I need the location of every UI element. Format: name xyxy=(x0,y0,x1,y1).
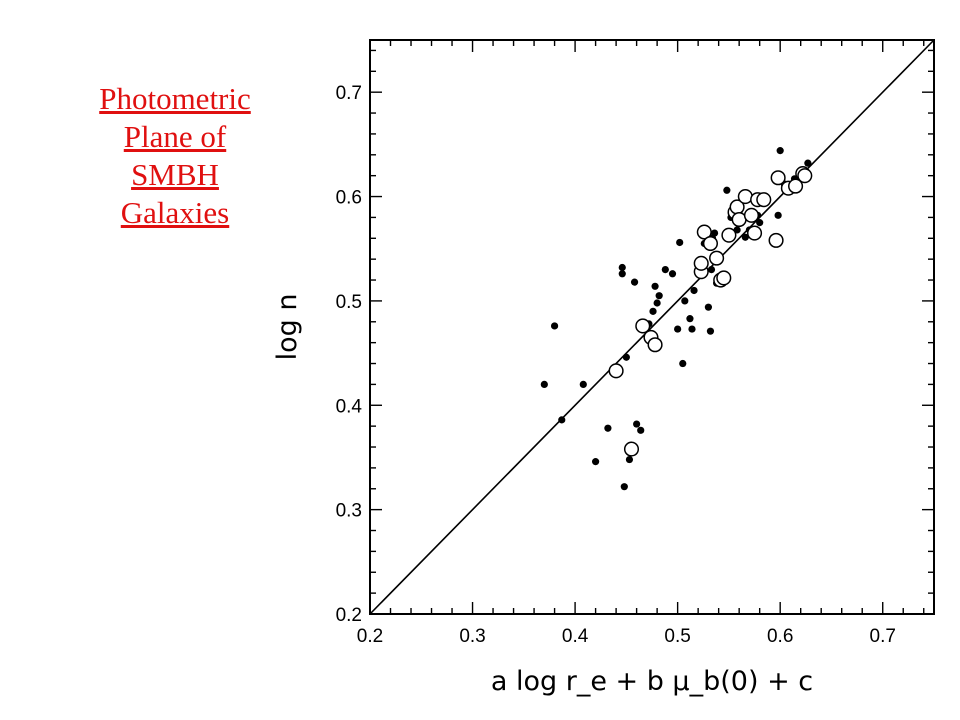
x-axis-title: a log r_e + b μ_b(0) + c xyxy=(491,666,813,697)
open-data-point xyxy=(797,168,813,184)
filled-data-point xyxy=(774,211,782,219)
plot-frame xyxy=(369,39,935,615)
open-data-point xyxy=(709,250,725,266)
filled-data-point xyxy=(649,307,657,315)
filled-data-point xyxy=(804,159,812,167)
filled-data-point xyxy=(668,270,677,278)
filled-data-point xyxy=(674,325,682,333)
fit-line-layer xyxy=(369,39,935,615)
filled-data-point xyxy=(688,325,696,333)
open-data-point xyxy=(702,235,719,252)
open-data-point xyxy=(647,337,663,353)
open-data-point xyxy=(693,255,709,271)
points-layer xyxy=(540,147,813,491)
filled-data-point xyxy=(707,266,716,274)
title-line-1[interactable]: Photometric xyxy=(99,81,251,116)
filled-data-point xyxy=(704,303,713,311)
filled-data-point xyxy=(710,229,719,237)
filled-data-point xyxy=(618,270,626,278)
open-data-point xyxy=(743,207,760,223)
x-tick-label: 0.6 xyxy=(767,626,793,647)
x-tick-label: 0.2 xyxy=(357,626,383,647)
filled-data-point xyxy=(676,238,684,247)
open-data-point xyxy=(731,211,747,228)
fit-line xyxy=(369,39,935,615)
filled-data-point xyxy=(558,416,566,424)
y-tick-label: 0.7 xyxy=(336,83,362,104)
filled-data-point xyxy=(661,266,669,274)
filled-data-point xyxy=(620,483,628,491)
title-line-2[interactable]: Plane of xyxy=(123,119,227,154)
y-axis-title: log n xyxy=(272,294,303,361)
open-data-point xyxy=(635,318,651,334)
filled-data-point xyxy=(741,233,749,241)
x-tick-label: 0.3 xyxy=(459,626,485,647)
y-tick-label: 0.3 xyxy=(336,501,362,522)
filled-data-point xyxy=(622,353,630,361)
title-line-4[interactable]: Galaxies xyxy=(120,195,230,230)
filled-data-point xyxy=(579,380,587,388)
open-data-point xyxy=(737,188,753,205)
y-tick-label: 0.4 xyxy=(336,396,363,417)
open-data-point xyxy=(746,225,763,241)
filled-data-point xyxy=(655,292,663,300)
open-data-point xyxy=(770,170,786,186)
x-tick-label: 0.4 xyxy=(562,626,589,647)
filled-data-point xyxy=(604,424,612,432)
y-tick-labels: 0.2 0.3 0.4 0.5 0.6 0.7 xyxy=(336,83,363,626)
filled-data-point xyxy=(618,263,626,272)
open-data-point xyxy=(788,178,804,194)
title-line-3[interactable]: SMBH xyxy=(131,157,219,192)
x-tick-labels: 0.2 0.3 0.4 0.5 0.6 0.7 xyxy=(357,626,896,647)
filled-data-point xyxy=(651,282,659,290)
y-tick-label: 0.6 xyxy=(336,188,362,209)
filled-data-point xyxy=(723,186,731,194)
open-data-point xyxy=(721,227,737,243)
filled-data-point xyxy=(592,458,600,466)
x-tick-label: 0.7 xyxy=(870,626,896,647)
filled-data-point xyxy=(756,219,764,227)
filled-data-point xyxy=(550,322,559,330)
slide-title: Photometric Plane of SMBH Galaxies xyxy=(70,80,280,232)
x-tick-label: 0.5 xyxy=(664,626,690,647)
y-tick-label: 0.2 xyxy=(336,605,362,626)
y-tick-label: 0.5 xyxy=(336,292,362,313)
open-data-point xyxy=(623,441,640,457)
filled-data-point xyxy=(686,315,694,323)
filled-data-point xyxy=(681,297,689,305)
filled-data-point xyxy=(679,359,687,368)
filled-data-point xyxy=(637,426,645,434)
open-data-point xyxy=(716,270,732,286)
open-data-point xyxy=(768,232,784,248)
filled-data-point xyxy=(625,455,634,464)
filled-data-point xyxy=(706,327,715,335)
filled-data-point xyxy=(690,286,698,295)
filled-data-point xyxy=(776,147,784,155)
open-data-point xyxy=(608,363,624,379)
open-data-point xyxy=(696,224,712,240)
open-data-point xyxy=(756,192,772,208)
filled-data-point xyxy=(630,278,639,286)
filled-data-point xyxy=(633,420,641,428)
filled-data-point xyxy=(653,299,661,307)
filled-data-point xyxy=(540,380,548,388)
